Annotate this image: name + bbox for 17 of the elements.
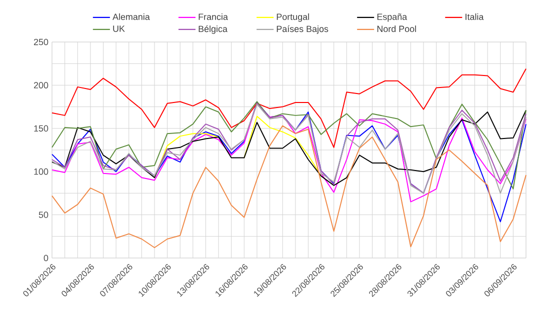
y-tick-label: 150: [34, 125, 48, 132]
line-series: [52, 125, 526, 248]
y-tick-label: 250: [34, 38, 48, 46]
legend-label: Alemania: [112, 13, 150, 20]
y-tick-label: 0: [44, 254, 48, 262]
legend-label: UK: [113, 26, 125, 32]
legend-label: Italia: [466, 13, 484, 20]
line-series: [52, 68, 526, 148]
y-tick-label: 50: [38, 212, 48, 218]
y-tick-label: 100: [34, 168, 48, 175]
legend-label: Nord Pool: [377, 25, 416, 32]
legend-label: Francia: [198, 13, 228, 20]
legend-label: Portugal: [276, 13, 309, 22]
legend-label: Países Bajos: [276, 25, 328, 34]
legend-label: Bélgica: [198, 25, 228, 34]
legend-label: España: [377, 13, 408, 22]
y-tick-label: 200: [34, 82, 48, 88]
